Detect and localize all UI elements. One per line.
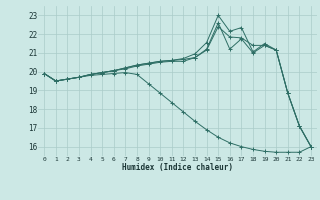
- X-axis label: Humidex (Indice chaleur): Humidex (Indice chaleur): [122, 163, 233, 172]
